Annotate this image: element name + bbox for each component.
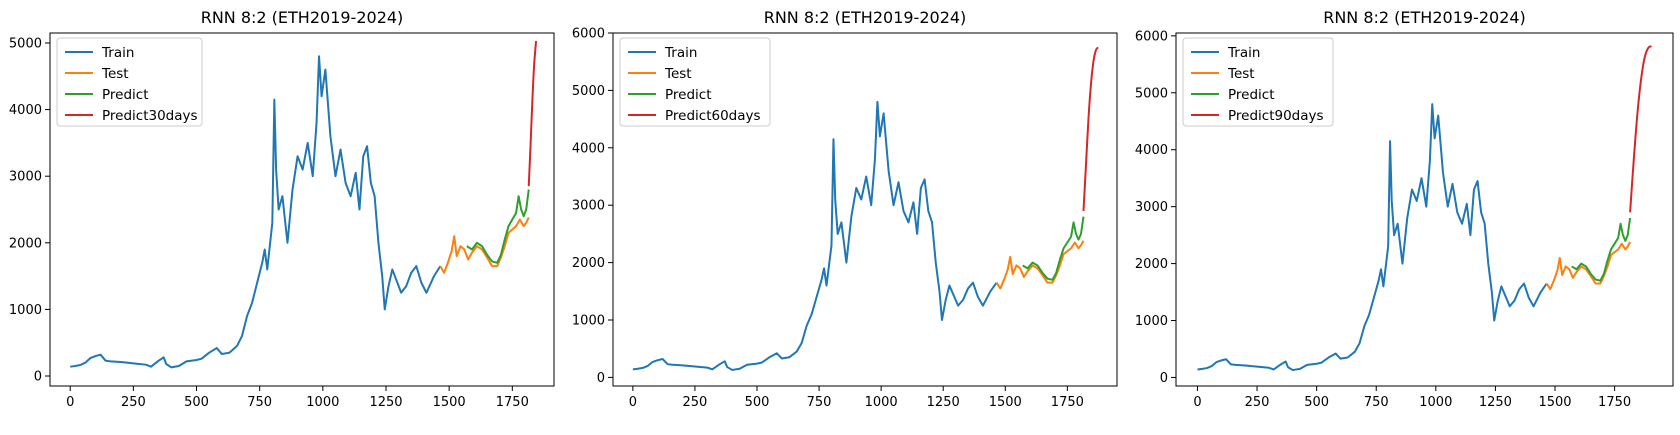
plot-frame [612,32,1118,387]
y-tick-label: 4000 [1135,143,1168,158]
x-tick-label: 750 [807,395,832,410]
y-tick-label: 2000 [9,236,42,251]
legend-label: Predict [665,87,712,103]
x-tick-label: 1250 [1479,395,1512,410]
series-line-test [1545,241,1631,291]
x-tick-label: 250 [1245,395,1270,410]
legend-label: Test [101,66,129,82]
y-tick-label: 4000 [572,141,605,156]
x-tick-label: 1750 [1598,395,1631,410]
y-tick-label: 3000 [9,170,42,185]
legend-label: Predict60days [665,108,761,124]
y-tick-label: 5000 [9,36,42,51]
y-tick-label: 1000 [1135,314,1168,329]
series-line-predict30days [527,40,538,187]
series-group [1197,45,1653,372]
chart-panel-1: RNN 8:2 (ETH2019-2024) 0 250 500 750 1000 1250… [9,8,555,410]
y-tick-label: 3000 [1135,200,1168,215]
y-tick-label: 2000 [572,256,605,271]
series-line-train [70,55,442,369]
x-tick-label: 250 [683,395,708,410]
y-tick-label: 1000 [9,303,42,318]
y-tick-label: 2000 [1135,257,1168,272]
x-tick-label: 750 [1364,395,1389,410]
x-tick-label: 1000 [306,395,339,410]
y-tick-label: 5000 [1135,86,1168,101]
x-tick-label: 1500 [433,395,466,410]
x-tick-label: 500 [1304,395,1329,410]
x-tick-label: 1250 [369,395,402,410]
x-tick-label: 1000 [865,395,898,410]
series-line-test [439,217,530,274]
y-tick-label: 0 [597,371,605,386]
x-tick-label: 0 [629,395,637,410]
legend-label: Predict [102,87,149,103]
x-tick-label: 1500 [989,395,1022,410]
x-tick-label: 1000 [1419,395,1452,410]
legend-label: Test [1227,66,1255,82]
legend-label: Train [101,45,134,61]
plot-frame [49,32,555,387]
x-tick-label: 500 [184,395,209,410]
legend-box [619,37,771,127]
chart-title: RNN 8:2 (ETH2019-2024) [764,8,967,27]
x-tick-label: 500 [745,395,770,410]
series-group [632,46,1099,371]
series-line-test [995,240,1085,290]
x-tick-label: 750 [247,395,272,410]
y-tick-label: 5000 [572,84,605,99]
series-line-predict [466,189,530,264]
y-tick-label: 3000 [572,199,605,214]
legend-box [1182,37,1334,127]
y-tick-label: 1000 [572,313,605,328]
x-tick-label: 1250 [927,395,960,410]
legend-box [56,37,203,127]
legend-label: Train [664,45,697,61]
y-tick-label: 0 [1160,371,1168,386]
x-tick-label: 250 [121,395,146,410]
series-line-predict [1022,216,1085,281]
plot-frame [1175,32,1674,387]
series-line-train [1197,103,1548,372]
chart-title: RNN 8:2 (ETH2019-2024) [201,8,404,27]
y-tick-label: 6000 [572,27,605,42]
chart-title: RNN 8:2 (ETH2019-2024) [1323,8,1526,27]
y-tick-label: 0 [34,370,42,385]
x-tick-label: 1750 [1051,395,1084,410]
y-tick-label: 6000 [1135,29,1168,44]
legend-label: Predict30days [102,108,198,124]
chart-panel-2: RNN 8:2 (ETH2019-2024) 0 250 500 750 1000 1250… [572,8,1118,410]
x-tick-label: 1750 [496,395,529,410]
series-line-predict [1571,217,1632,282]
series-line-train [632,100,998,371]
series-line-predict90days [1629,45,1653,213]
y-tick-label: 4000 [9,103,42,118]
legend-label: Predict90days [1228,108,1324,124]
series-line-predict60days [1082,46,1099,211]
legend-label: Train [1227,45,1260,61]
x-tick-label: 0 [66,395,74,410]
series-group [70,40,538,369]
x-tick-label: 0 [1193,395,1201,410]
legend-label: Predict [1228,87,1275,103]
legend-label: Test [664,66,692,82]
chart-panel-3: RNN 8:2 (ETH2019-2024) 0 250 500 750 1000 1250… [1135,8,1674,410]
x-tick-label: 1500 [1538,395,1571,410]
